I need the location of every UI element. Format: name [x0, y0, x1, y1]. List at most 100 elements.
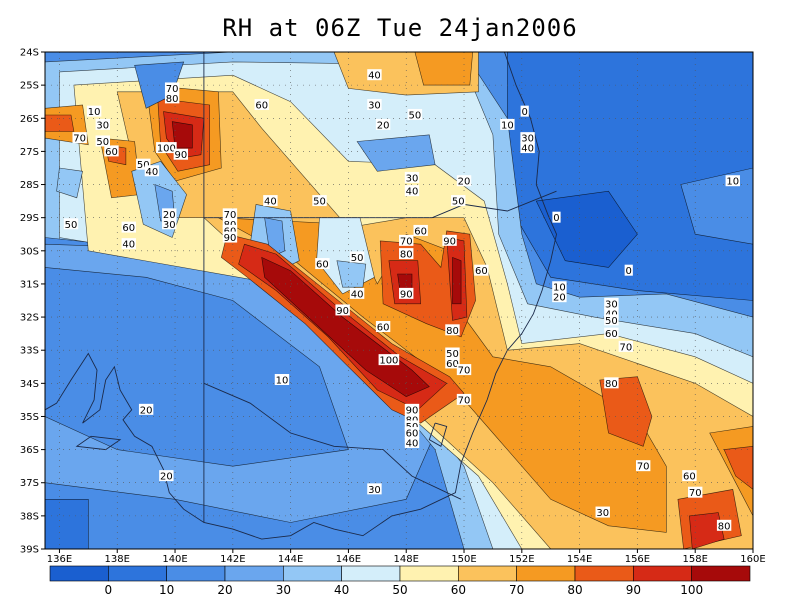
contour-label-box: [162, 208, 177, 220]
contour-label: 60: [475, 266, 488, 277]
contour-label: 60: [605, 329, 618, 340]
contour-label-box: [72, 132, 87, 144]
contour-label-box: [274, 374, 290, 386]
contour-label: 50: [137, 160, 150, 171]
lon-tick-label: 160E: [740, 554, 765, 565]
contour-label: 90: [336, 306, 349, 317]
lat-tick-label: 30S: [20, 246, 39, 257]
rh-region: [171, 121, 193, 149]
contour-label-box: [442, 234, 457, 246]
colorbar-label: 90: [626, 583, 641, 597]
rh-region: [599, 376, 653, 447]
colorbar-swatch: [224, 565, 284, 582]
contour-label: 80: [718, 521, 731, 532]
contour-label: 40: [122, 240, 135, 251]
contour-label-box: [716, 519, 732, 531]
lon-tick-label: 154E: [567, 554, 592, 565]
contour-label-box: [604, 307, 619, 319]
plot-frame: [44, 51, 754, 550]
contour-label-box: [552, 291, 567, 303]
contour-label: 70: [619, 342, 632, 353]
contour-label-box: [164, 82, 180, 94]
contour-label-box: [121, 221, 137, 233]
contour-label: 40: [264, 197, 277, 208]
lat-tick-label: 24S: [20, 48, 39, 59]
colorbar-swatch: [166, 565, 226, 582]
contour-label-box: [136, 158, 151, 170]
contour-label-box: [104, 145, 119, 157]
latitude-ticks: 24S 25S 26S 27S 28S 29S 30S 31S 32S 33S 34S 35S 36S 3…: [20, 48, 45, 556]
contour-label-box: [254, 99, 269, 111]
contour-label: 50: [313, 197, 326, 208]
contour-label: 30: [406, 173, 419, 184]
lon-tick-label: 156E: [625, 554, 650, 565]
contour-label: 90: [443, 236, 456, 247]
lat-tick-label: 31S: [20, 279, 39, 290]
lon-tick-label: 146E: [336, 554, 361, 565]
lat-tick-label: 39S: [20, 545, 39, 556]
contour-label-box: [349, 287, 365, 299]
contour-label: 60: [255, 101, 268, 112]
contour-label-box: [445, 347, 460, 359]
contour-label: 50: [605, 316, 618, 327]
contour-label-box: [95, 135, 110, 147]
contour-label: 40: [521, 144, 534, 155]
contour-label: 60: [316, 260, 329, 271]
lat-tick-label: 33S: [20, 346, 39, 357]
contour-label-box: [404, 436, 420, 448]
contour-label-box: [635, 460, 651, 472]
colorbar-swatch: [633, 565, 692, 582]
contour-label: 50: [96, 137, 109, 148]
longitude-ticks: 136E 138E 140E 142E 144E 146E 148E 150E 152E 154E…: [47, 549, 766, 565]
contour-label: 100: [379, 356, 398, 367]
contour-label: 30: [96, 120, 109, 131]
colorbar-label: 40: [334, 583, 349, 597]
contour-label-box: [474, 264, 489, 276]
contour-label-box: [399, 234, 414, 246]
contour-label: 10: [88, 107, 101, 118]
contour-label: 60: [414, 226, 427, 237]
contour-label: 30: [596, 508, 609, 519]
contour-label-box: [222, 218, 238, 230]
contour-label: 20: [377, 120, 390, 131]
contour-label: 30: [605, 299, 618, 310]
lat-tick-label: 28S: [20, 180, 39, 191]
colorbar-label: 80: [567, 583, 582, 597]
contour-label-box: [595, 506, 610, 518]
lat-tick-label: 27S: [20, 147, 39, 158]
contour-label-box: [162, 218, 177, 230]
contour-label: 80: [400, 250, 413, 261]
map-title: RH at 06Z Tue 24jan2006: [222, 14, 578, 42]
rh-region: [45, 498, 89, 549]
contour-label: 70: [458, 395, 471, 406]
lon-tick-label: 142E: [220, 554, 245, 565]
contour-label: 80: [605, 379, 618, 390]
contour-label-box: [618, 340, 634, 352]
rh-field: [45, 52, 753, 549]
contour-label-box: [604, 297, 619, 309]
rh-region: [452, 256, 462, 305]
contour-label-box: [520, 105, 529, 117]
contour-label: 80: [166, 94, 179, 105]
rh-region: [535, 190, 638, 268]
lat-tick-label: 34S: [20, 379, 39, 390]
contour-label-box: [156, 142, 177, 154]
contour-label: 0: [553, 213, 559, 224]
contour-label: 80: [446, 326, 459, 337]
contour-label: 70: [73, 134, 86, 145]
contour-label: 90: [400, 289, 413, 300]
lon-tick-label: 158E: [683, 554, 708, 565]
coastline: [45, 52, 557, 540]
lon-tick-label: 150E: [451, 554, 476, 565]
contour-label: 70: [224, 210, 237, 221]
contour-label-box: [349, 251, 365, 263]
contour-label-box: [445, 324, 460, 336]
rh-region: [356, 134, 436, 172]
contour-label-box: [63, 218, 79, 230]
lat-tick-label: 38S: [20, 511, 39, 522]
lat-tick-label: 29S: [20, 213, 39, 224]
contour-label: 70: [400, 236, 413, 247]
contour-label-box: [263, 195, 278, 207]
contour-label-box: [312, 195, 327, 207]
